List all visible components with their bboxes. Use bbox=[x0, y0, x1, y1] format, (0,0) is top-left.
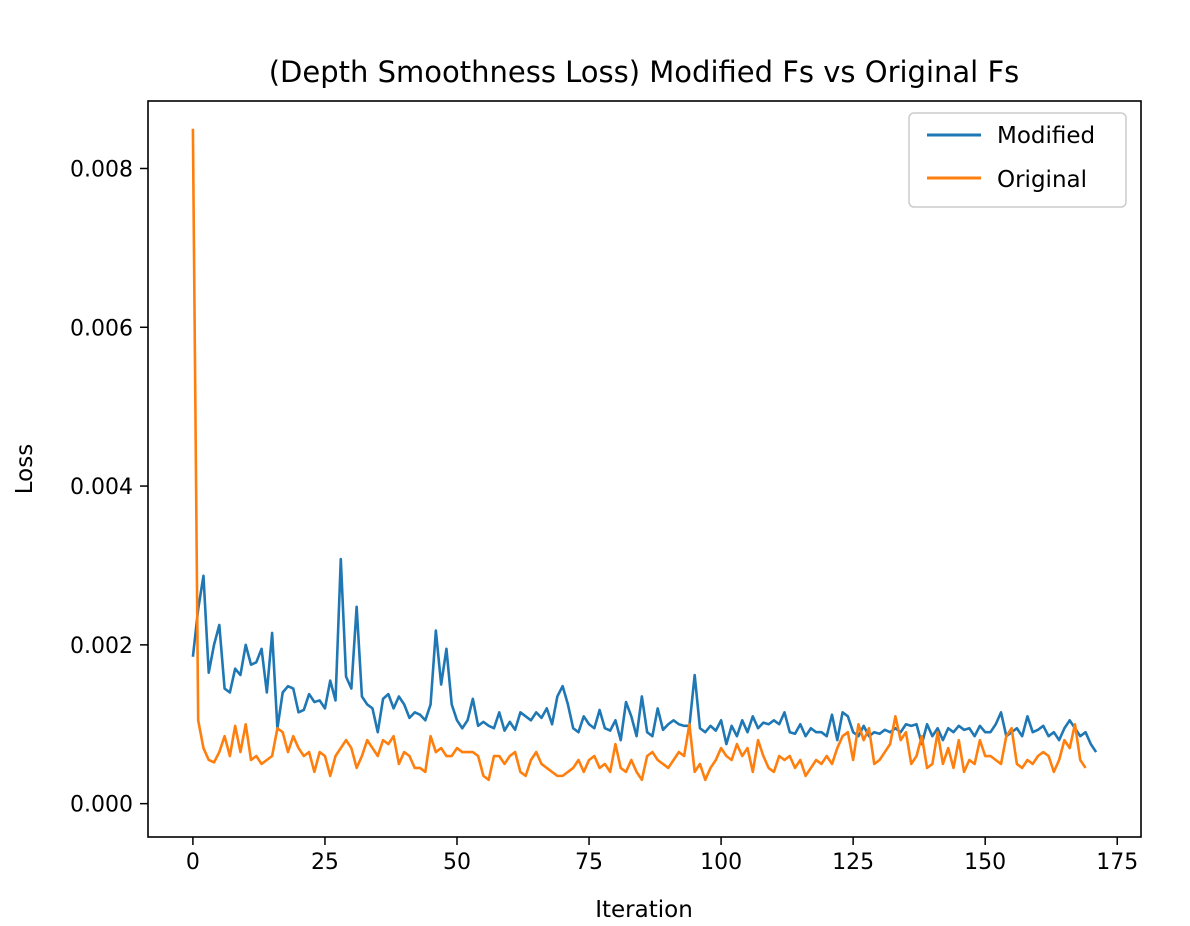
series-layer bbox=[191, 128, 1098, 782]
x-tick-label: 175 bbox=[1096, 850, 1138, 875]
x-axis-label: Iteration bbox=[595, 897, 693, 923]
y-tick-label: 0.004 bbox=[70, 475, 133, 500]
y-tick-label: 0.008 bbox=[70, 157, 133, 182]
y-tick-label: 0.000 bbox=[70, 793, 133, 818]
legend: Modified Original bbox=[908, 112, 1127, 208]
series-line-modified bbox=[191, 557, 1098, 753]
y-axis: 0.000 0.002 0.004 0.006 0.008 bbox=[70, 157, 148, 818]
chart-title: (Depth Smoothness Loss) Modified Fs vs O… bbox=[269, 55, 1020, 89]
legend-label-modified: Modified bbox=[997, 123, 1095, 149]
y-tick-label: 0.002 bbox=[70, 634, 133, 659]
y-axis-label: Loss bbox=[12, 444, 38, 494]
x-tick-label: 50 bbox=[443, 850, 471, 875]
legend-label-original: Original bbox=[997, 167, 1087, 193]
x-tick-label: 125 bbox=[832, 850, 874, 875]
plot-area bbox=[148, 101, 1141, 837]
x-tick-label: 25 bbox=[311, 850, 339, 875]
x-tick-label: 75 bbox=[575, 850, 603, 875]
x-tick-label: 100 bbox=[700, 850, 742, 875]
series-line-original bbox=[191, 128, 1087, 782]
y-tick-label: 0.006 bbox=[70, 316, 133, 341]
x-axis: 0 25 50 75 100 125 150 175 bbox=[186, 837, 1138, 875]
x-tick-label: 150 bbox=[964, 850, 1006, 875]
plot-frame bbox=[147, 100, 1142, 838]
x-tick-label: 0 bbox=[186, 850, 200, 875]
